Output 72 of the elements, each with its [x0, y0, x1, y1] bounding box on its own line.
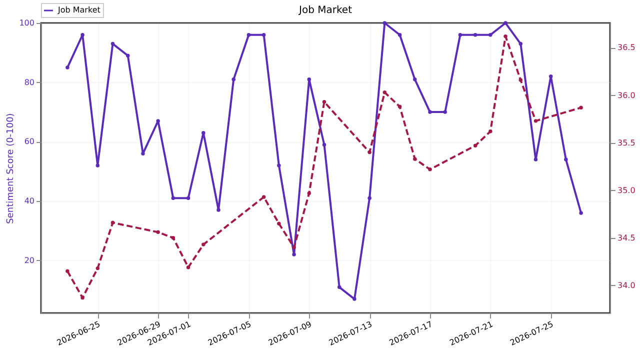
- y2-tick-label: 36.5: [618, 43, 636, 52]
- point: [458, 33, 462, 37]
- point: [352, 297, 356, 301]
- point: [110, 42, 115, 46]
- point: [96, 266, 100, 270]
- point: [518, 42, 522, 46]
- y-tick-label: 80: [24, 78, 34, 87]
- point: [368, 196, 372, 200]
- point: [413, 78, 417, 82]
- point: [518, 78, 522, 82]
- point: [473, 33, 478, 37]
- point: [579, 106, 583, 110]
- point: [473, 144, 478, 148]
- point: [96, 164, 100, 168]
- point: [443, 110, 447, 114]
- y2-tick-label: 34.5: [618, 233, 636, 242]
- legend-label: Job Market: [57, 6, 100, 14]
- point: [382, 90, 387, 94]
- point: [428, 168, 432, 172]
- point: [262, 33, 266, 37]
- point: [66, 66, 70, 70]
- point: [292, 246, 296, 250]
- point: [368, 150, 372, 154]
- point: [488, 33, 492, 37]
- point: [292, 252, 296, 256]
- point: [216, 208, 220, 212]
- point: [246, 33, 251, 37]
- point: [307, 78, 312, 82]
- point: [186, 196, 190, 200]
- point: [322, 142, 326, 147]
- point: [262, 195, 266, 199]
- point: [488, 130, 492, 134]
- y-tick-label: 40: [24, 196, 34, 206]
- point: [171, 236, 176, 240]
- point: [428, 110, 432, 114]
- point: [579, 211, 583, 215]
- y-tick-label: 100: [19, 18, 34, 28]
- point: [141, 152, 145, 156]
- y-tick-label: 20: [24, 256, 34, 265]
- y2-tick-label: 35.5: [618, 138, 636, 148]
- point: [156, 119, 160, 123]
- point: [398, 33, 402, 37]
- point: [277, 164, 281, 168]
- point: [504, 21, 508, 25]
- point: [156, 230, 160, 234]
- y-tick-label: 60: [24, 137, 34, 146]
- point: [398, 104, 402, 109]
- point: [534, 119, 538, 123]
- y-axis-title: Sentiment Score (0-100): [6, 113, 16, 224]
- point: [277, 222, 281, 226]
- y2-tick-label: 35.0: [618, 186, 636, 195]
- point: [66, 269, 70, 274]
- point: [307, 191, 312, 196]
- point: [171, 196, 176, 200]
- point: [322, 100, 326, 104]
- chart-title: Job Market: [298, 5, 352, 16]
- point: [337, 285, 342, 290]
- point: [413, 157, 417, 161]
- point: [564, 158, 568, 162]
- point: [126, 54, 130, 58]
- point: [186, 265, 190, 270]
- point: [504, 34, 508, 38]
- y2-tick-label: 34.0: [618, 280, 636, 290]
- point: [202, 130, 206, 135]
- point: [110, 220, 115, 225]
- point: [534, 158, 538, 162]
- y2-tick-label: 36.0: [618, 90, 636, 100]
- point: [548, 74, 553, 78]
- point: [202, 242, 206, 246]
- point: [382, 21, 387, 25]
- point: [80, 33, 84, 37]
- point: [232, 78, 236, 82]
